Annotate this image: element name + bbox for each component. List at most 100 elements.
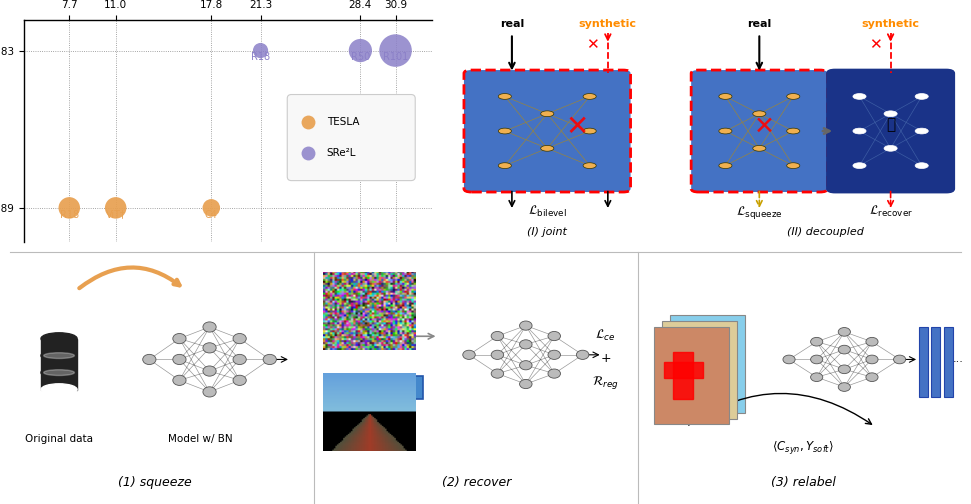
Circle shape [783, 355, 795, 364]
Text: ✕: ✕ [566, 112, 589, 141]
Circle shape [233, 334, 247, 344]
Circle shape [548, 350, 560, 359]
Circle shape [838, 365, 851, 373]
Circle shape [838, 328, 851, 336]
Point [301, 118, 317, 126]
Bar [919, 327, 928, 397]
Circle shape [787, 128, 800, 134]
Text: +: + [600, 352, 611, 365]
Circle shape [491, 369, 504, 378]
Text: R50: R50 [351, 52, 370, 62]
Circle shape [787, 163, 800, 168]
Circle shape [719, 163, 732, 168]
Circle shape [541, 111, 553, 116]
Circle shape [884, 111, 897, 116]
Text: SRe²L: SRe²L [326, 148, 356, 158]
Bar [931, 327, 941, 397]
Circle shape [173, 375, 186, 386]
Ellipse shape [44, 353, 75, 358]
Circle shape [915, 163, 928, 168]
Text: $\mathcal{L}_{\mathrm{bilevel}}$: $\mathcal{L}_{\mathrm{bilevel}}$ [528, 204, 567, 219]
Text: R101: R101 [383, 52, 408, 62]
Circle shape [915, 94, 928, 99]
Circle shape [811, 373, 822, 382]
FancyBboxPatch shape [691, 70, 827, 192]
Circle shape [491, 332, 504, 341]
Circle shape [491, 350, 504, 359]
Circle shape [811, 355, 822, 364]
Text: 🔒: 🔒 [887, 117, 895, 132]
Bar [662, 321, 737, 418]
Text: C4: C4 [205, 210, 218, 220]
Text: $\langle C_{syn}, Y_{soft} \rangle$: $\langle C_{syn}, Y_{soft} \rangle$ [773, 439, 834, 456]
Circle shape [753, 111, 766, 116]
Circle shape [811, 337, 822, 346]
Circle shape [519, 340, 532, 349]
Circle shape [753, 146, 766, 151]
Circle shape [519, 380, 532, 389]
Text: (I) joint: (I) joint [527, 227, 567, 237]
Text: ...: ... [953, 354, 963, 364]
Point [61, 204, 77, 212]
Circle shape [866, 337, 878, 346]
Circle shape [463, 350, 475, 359]
Ellipse shape [41, 350, 77, 361]
Circle shape [173, 354, 186, 364]
Text: ✕: ✕ [753, 114, 775, 139]
Circle shape [203, 322, 217, 332]
Circle shape [498, 163, 512, 168]
Text: ✕: ✕ [869, 37, 882, 52]
Text: Model w/ BN: Model w/ BN [168, 433, 233, 444]
Point [204, 204, 219, 212]
Circle shape [577, 350, 588, 359]
Text: $\mathcal{R}_{reg}$: $\mathcal{R}_{reg}$ [592, 374, 619, 391]
FancyBboxPatch shape [464, 70, 630, 192]
Circle shape [548, 332, 560, 341]
Circle shape [498, 128, 512, 134]
Text: R18: R18 [251, 52, 270, 62]
Circle shape [203, 366, 217, 376]
Circle shape [584, 94, 596, 99]
Text: real: real [748, 19, 771, 29]
Circle shape [519, 321, 532, 330]
Circle shape [866, 373, 878, 382]
Circle shape [584, 163, 596, 168]
Point [352, 46, 368, 54]
Circle shape [893, 355, 906, 364]
Ellipse shape [41, 367, 77, 379]
Circle shape [263, 354, 277, 364]
Text: Original data: Original data [25, 433, 93, 444]
Circle shape [719, 128, 732, 134]
Bar [944, 327, 953, 397]
Point [252, 46, 268, 54]
Circle shape [203, 387, 217, 397]
Circle shape [838, 383, 851, 392]
Text: $\mathcal{L}_{\mathrm{squeeze}}$: $\mathcal{L}_{\mathrm{squeeze}}$ [736, 205, 783, 221]
Text: synthetic: synthetic [861, 19, 920, 29]
Text: $\mathcal{L}_{ce}$: $\mathcal{L}_{ce}$ [595, 328, 616, 343]
Text: synthetic: synthetic [579, 19, 637, 29]
Circle shape [498, 94, 512, 99]
Circle shape [866, 355, 878, 364]
Text: (1) squeeze: (1) squeeze [118, 476, 192, 489]
Text: R18: R18 [59, 210, 79, 220]
Text: (2) recover: (2) recover [442, 476, 511, 489]
Text: $\mathcal{L}_{\mathrm{recover}}$: $\mathcal{L}_{\mathrm{recover}}$ [868, 204, 913, 219]
Circle shape [853, 128, 866, 134]
Bar [670, 316, 745, 413]
Bar [653, 327, 728, 424]
FancyBboxPatch shape [287, 95, 416, 180]
Circle shape [519, 361, 532, 370]
Ellipse shape [41, 384, 77, 395]
Circle shape [203, 343, 217, 353]
Text: TESLA: TESLA [326, 117, 359, 127]
Circle shape [853, 94, 866, 99]
Circle shape [884, 146, 897, 151]
FancyBboxPatch shape [827, 70, 954, 192]
Bar [407, 375, 422, 399]
Bar [663, 362, 703, 378]
Circle shape [838, 345, 851, 354]
Circle shape [173, 334, 186, 344]
Ellipse shape [44, 370, 75, 375]
Bar [41, 339, 77, 390]
